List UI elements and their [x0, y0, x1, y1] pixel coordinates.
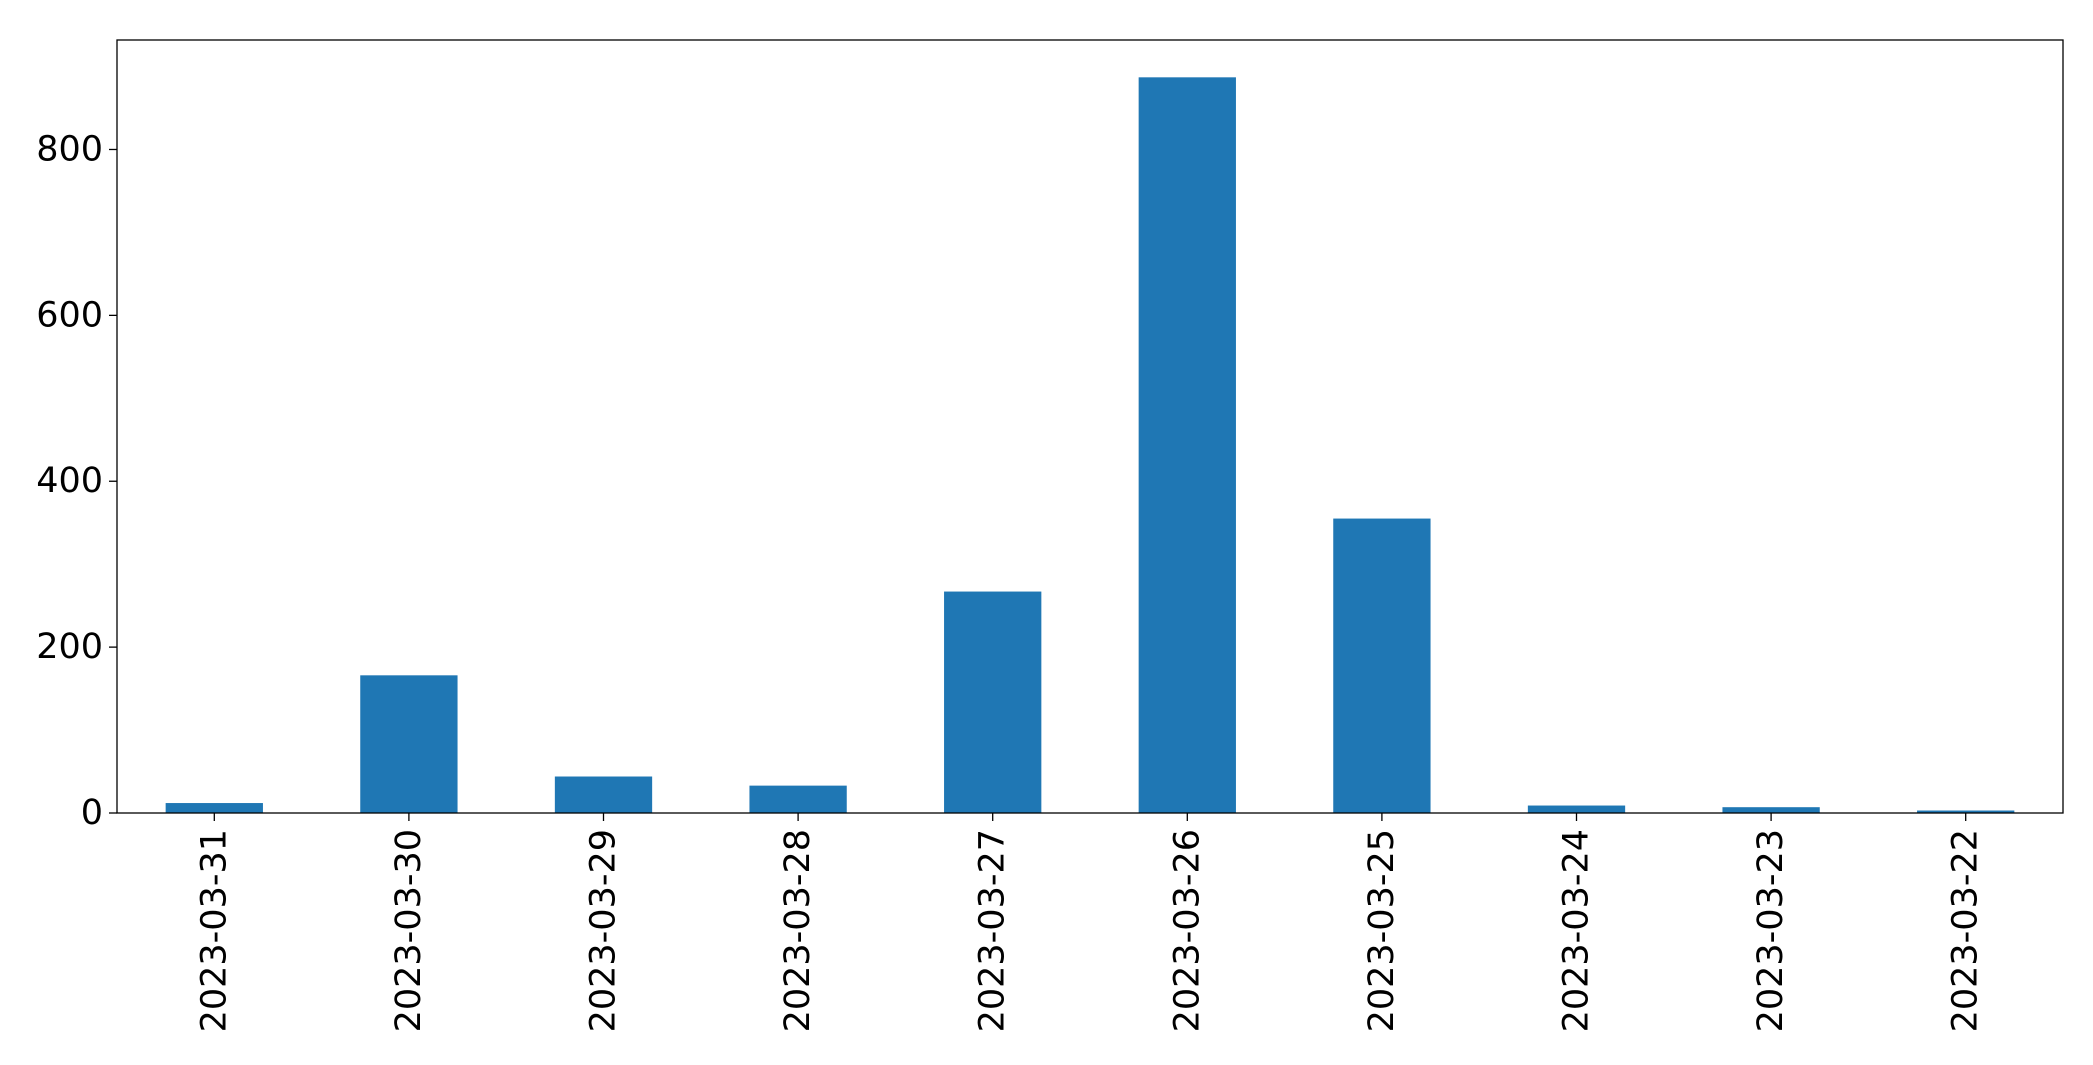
- bar-2023-03-25: [1333, 518, 1431, 813]
- bar-2023-03-22: [1917, 810, 2015, 813]
- bar-2023-03-31: [165, 803, 263, 813]
- x-tick-label: 2023-03-22: [1946, 829, 1986, 1032]
- y-tick-label: 800: [36, 129, 103, 169]
- x-tick-label: 2023-03-25: [1362, 829, 1402, 1032]
- bar-2023-03-29: [554, 776, 653, 813]
- y-tick-label: 600: [36, 295, 103, 335]
- bar-2023-03-24: [1527, 805, 1626, 813]
- bar-2023-03-27: [944, 591, 1042, 813]
- x-tick-label: 2023-03-26: [1167, 829, 1207, 1032]
- y-tick-label: 400: [36, 461, 103, 501]
- x-tick-label: 2023-03-29: [584, 829, 624, 1032]
- plot-area-frame: [116, 39, 2064, 814]
- x-tick-label: 2023-03-23: [1751, 829, 1791, 1032]
- x-tick-label: 2023-03-31: [194, 829, 234, 1032]
- x-tick-label: 2023-03-30: [389, 829, 429, 1032]
- y-axis: 0 200 400 600 800: [36, 129, 117, 833]
- x-axis: 2023-03-31 2023-03-30 2023-03-29 2023-03-28…: [194, 813, 1986, 1032]
- bar-2023-03-30: [360, 675, 458, 813]
- bar-2023-03-28: [749, 785, 847, 813]
- x-tick-label: 2023-03-28: [778, 829, 818, 1032]
- y-tick-label: 200: [36, 627, 103, 667]
- x-tick-label: 2023-03-27: [973, 829, 1013, 1032]
- x-tick-label: 2023-03-24: [1557, 829, 1597, 1032]
- bar-2023-03-26: [1138, 77, 1236, 814]
- bar-2023-03-23: [1722, 807, 1820, 813]
- bars-layer: [165, 77, 2015, 814]
- y-tick-label: 0: [81, 793, 103, 833]
